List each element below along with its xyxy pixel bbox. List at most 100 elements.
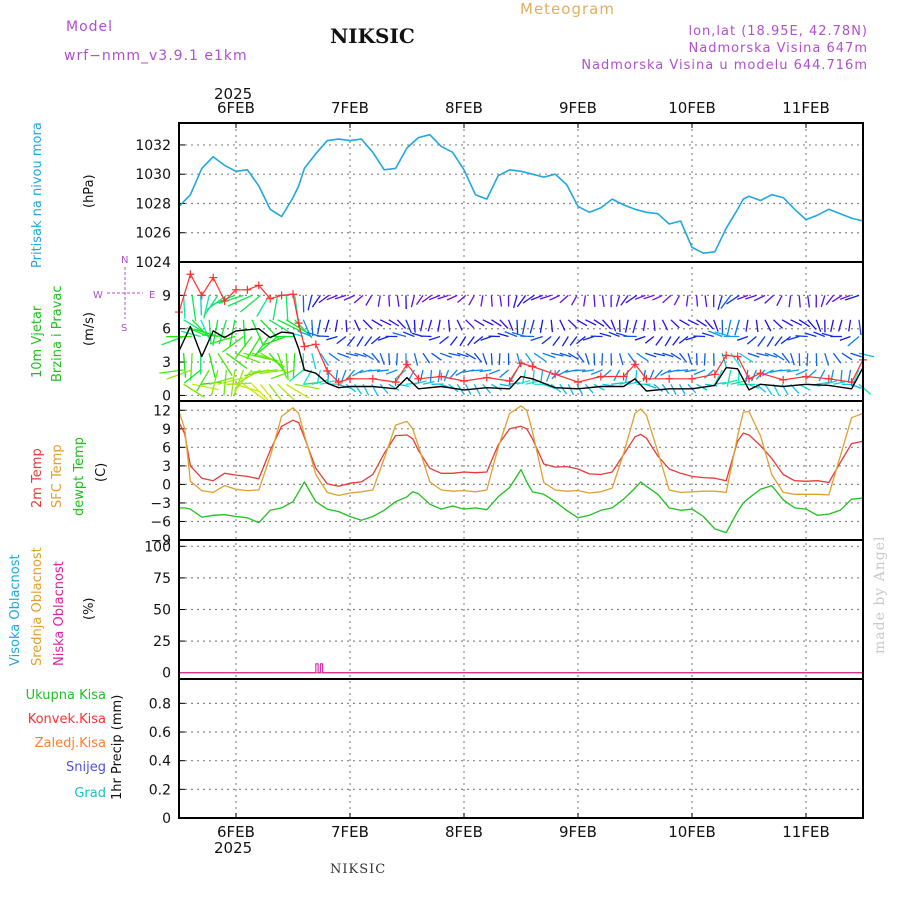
wind-vector (747, 383, 760, 389)
cloud-ylabel-low: Niska Oblacnost (52, 561, 67, 666)
gust-marker (756, 369, 765, 378)
wind-vector (210, 369, 219, 396)
elevation: Nadmorska Visina 647m (688, 41, 868, 56)
pressure-unit: (hPa) (82, 174, 97, 208)
wind-vector (210, 294, 236, 306)
wind-vector (371, 352, 381, 364)
gust-marker (294, 319, 303, 328)
wind-vector (593, 353, 596, 366)
wind-vector (507, 319, 514, 331)
y-tick-label: 1032 (135, 138, 171, 154)
gust-marker (824, 374, 833, 383)
wind-vector (376, 369, 389, 373)
wind-vector (392, 332, 407, 338)
wind-vector (736, 335, 749, 342)
wind-vector (449, 369, 458, 380)
wind-vector (465, 319, 475, 329)
wind-vector (678, 335, 689, 344)
gust-marker (619, 372, 628, 381)
wind-vector (687, 319, 699, 326)
wind-vector (504, 330, 518, 338)
gust-marker (802, 372, 810, 381)
wind-vector (660, 369, 672, 376)
wind-vector (559, 383, 568, 395)
bottom-date-tick: 9FEB (559, 823, 597, 841)
wind-vector (653, 319, 656, 332)
y-tick-label: 9 (162, 422, 171, 438)
wind-vector (795, 335, 808, 338)
wind-vector (569, 336, 578, 346)
wind-vector (559, 352, 572, 358)
wind-vector (379, 319, 392, 326)
wind-vector (516, 295, 527, 308)
wind-vector (787, 335, 800, 341)
gust-marker (722, 351, 731, 360)
wind-vector (764, 383, 773, 396)
wind-vector (550, 319, 554, 333)
bottom-date-tick: 7FEB (331, 823, 369, 841)
wind-vector (798, 295, 801, 308)
wind-vector (257, 336, 279, 354)
wind-vector (457, 352, 469, 358)
wind-vector (345, 319, 348, 332)
gust-marker (289, 290, 297, 299)
wind-vector (326, 294, 338, 301)
model-label: Model (66, 19, 114, 35)
wind-vector (254, 336, 270, 357)
wind-vector (180, 330, 201, 338)
wind-vector (837, 319, 843, 332)
gust-marker (847, 378, 856, 387)
wind-vector (183, 383, 205, 398)
y-tick-label: 1026 (135, 226, 171, 242)
y-tick-label: 3 (162, 459, 171, 475)
wind-vector (726, 319, 732, 337)
wind-vector (545, 369, 552, 382)
wind-vector (776, 295, 783, 307)
wind-vector (695, 353, 698, 366)
wind-vector (840, 369, 843, 382)
y-tick-label: 6 (162, 440, 171, 456)
wind-vector (268, 319, 292, 334)
wind-vector (443, 369, 450, 382)
wind-vector (217, 377, 244, 385)
temp-ylabel-sfc: SFC Temp (50, 444, 65, 508)
wind-vector (634, 294, 646, 300)
wind-vector (385, 369, 398, 375)
wind-vector (839, 294, 851, 300)
wind-vector (473, 335, 484, 345)
wind-vector (225, 352, 248, 370)
wind-vector (766, 336, 775, 348)
wind-vector (319, 352, 330, 366)
wind-vector (482, 319, 494, 326)
wind-vector (388, 353, 391, 366)
wind-vector (654, 369, 663, 379)
wind-vector (223, 369, 227, 396)
wind-ylabel-2: Brzina i Pravac (50, 285, 65, 382)
wind-vector (806, 353, 809, 367)
wind-vector (473, 319, 485, 327)
gust-marker (243, 285, 252, 294)
wind-vector (437, 319, 441, 332)
wind-vector (584, 352, 590, 365)
wind-vector (405, 319, 412, 334)
wind-vector (807, 295, 811, 308)
wind-vector (632, 319, 638, 334)
wind-vector (645, 352, 657, 358)
wind-vector (655, 336, 663, 346)
y-tick-label: 100 (144, 539, 171, 555)
wind-vector (643, 294, 655, 300)
wind-vector (722, 379, 738, 385)
wind-vector (482, 383, 491, 394)
wind-vector (447, 319, 451, 332)
wind-vector (593, 319, 605, 327)
wind-vector (634, 369, 638, 384)
dewpoint-line (179, 468, 864, 534)
model-name: wrf−nmm_v3.9.1 e1km (64, 48, 248, 64)
wind-vector (551, 352, 564, 357)
wind-vector (790, 319, 803, 326)
wind-vector (644, 335, 655, 344)
wind-vector (620, 295, 629, 306)
wind-vector (615, 295, 621, 307)
wind-vector (708, 330, 723, 338)
